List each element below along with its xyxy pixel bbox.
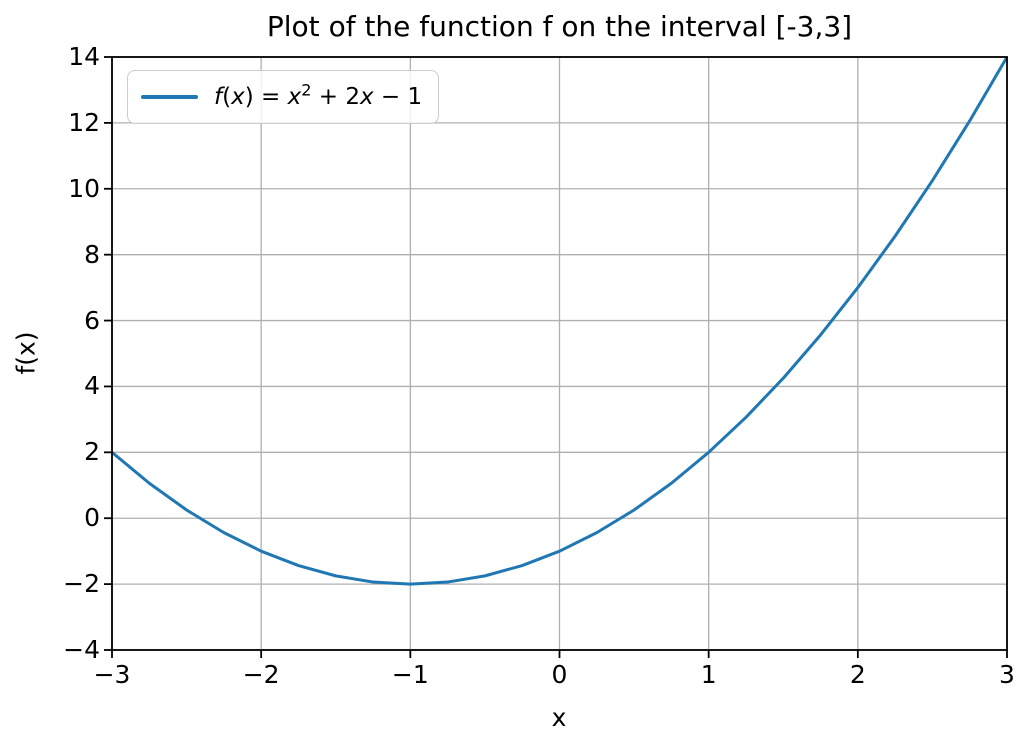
y-tick-label: 2 — [84, 437, 100, 467]
y-tick-label: 10 — [68, 173, 100, 203]
plot-area — [104, 56, 1009, 658]
y-axis-label: f(x) — [11, 331, 41, 375]
legend-label-token: x — [231, 84, 245, 110]
x-tick-label: 1 — [700, 660, 717, 689]
x-axis-label: x — [551, 703, 567, 732]
x-tick-label: 0 — [551, 660, 568, 689]
legend: f(x) = x2 + 2x − 1 — [127, 70, 440, 124]
x-tick-label: 2 — [849, 660, 866, 689]
y-tick-label: 0 — [84, 503, 100, 533]
tick-marks — [104, 56, 1008, 658]
function-curve — [111, 56, 1009, 586]
y-tick-label: 8 — [84, 239, 100, 269]
chart-title: Plot of the function f on the interval [… — [266, 10, 853, 43]
legend-label-token: ) = — [244, 84, 288, 110]
y-tick-label: 4 — [84, 371, 100, 401]
legend-label-token: + 2 — [311, 84, 360, 110]
legend-label-token: x — [360, 84, 374, 110]
y-tick-label: 6 — [84, 305, 100, 335]
legend-label-token: − 1 — [373, 84, 423, 110]
y-tick-label: 14 — [68, 42, 100, 71]
legend-label-token: x — [287, 84, 302, 110]
x-tick-label: −3 — [93, 660, 131, 689]
legend-label: f(x) = x2 + 2x − 1 — [214, 82, 423, 110]
y-tick-label: −4 — [63, 635, 100, 664]
legend-line-sample-icon — [141, 95, 198, 99]
x-tick-label: −2 — [242, 660, 280, 689]
x-tick-label: −1 — [391, 660, 429, 689]
legend-label-token: ( — [222, 84, 232, 110]
y-tick-label: 12 — [68, 107, 100, 137]
legend-label-token: 2 — [301, 80, 312, 100]
grid-lines — [111, 56, 1008, 651]
legend-label-token: f — [214, 84, 223, 110]
x-tick-label: 3 — [999, 660, 1015, 689]
y-tick-label: −2 — [63, 569, 100, 599]
